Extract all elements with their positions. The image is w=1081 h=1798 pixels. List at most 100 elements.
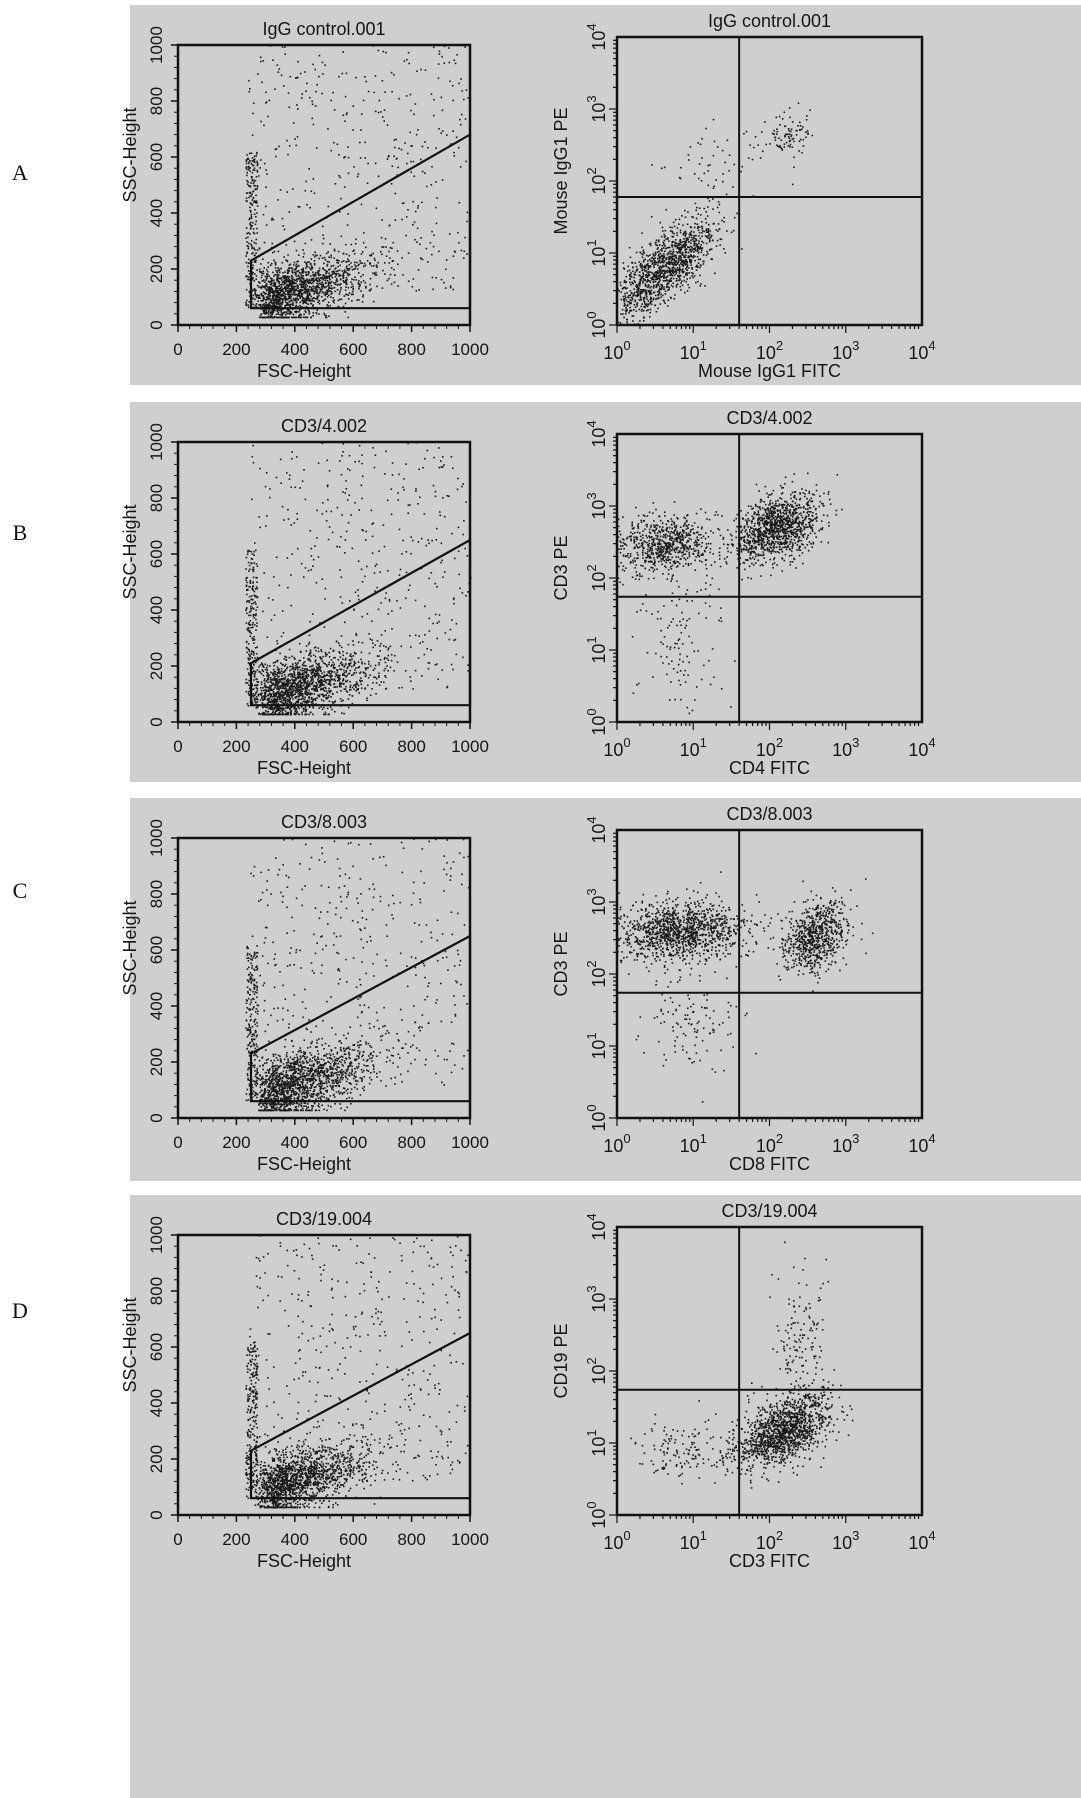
data-point — [449, 285, 452, 287]
data-point — [639, 251, 641, 254]
data-point — [275, 296, 277, 299]
data-point — [705, 221, 708, 224]
data-point — [623, 267, 625, 269]
data-point — [668, 261, 671, 264]
data-point — [687, 284, 689, 286]
data-point — [284, 699, 286, 701]
data-point — [286, 666, 289, 668]
data-point — [779, 124, 781, 126]
data-point — [366, 260, 369, 262]
data-point — [683, 256, 685, 259]
data-point — [326, 707, 329, 710]
data-point — [351, 300, 353, 302]
data-point — [650, 244, 652, 247]
data-point — [654, 261, 656, 263]
data-point — [345, 663, 347, 665]
data-point — [309, 651, 312, 653]
data-point — [297, 668, 299, 671]
data-point — [642, 249, 645, 252]
data-point — [783, 111, 786, 114]
data-point — [267, 713, 270, 716]
data-point — [309, 275, 312, 277]
data-point — [329, 684, 332, 686]
data-point — [314, 660, 317, 663]
data-point — [683, 262, 685, 265]
data-point — [286, 280, 288, 283]
data-point — [343, 669, 345, 672]
data-point — [263, 312, 266, 314]
data-point — [453, 59, 456, 62]
data-point — [278, 316, 281, 319]
data-point — [430, 184, 433, 186]
data-point — [277, 71, 280, 73]
data-point — [313, 293, 315, 295]
data-point — [686, 266, 688, 269]
data-point — [645, 291, 648, 294]
data-point — [293, 675, 296, 678]
data-point — [344, 289, 347, 291]
data-point — [647, 284, 650, 287]
data-point — [801, 151, 803, 154]
data-point — [247, 262, 250, 264]
data-point — [304, 301, 306, 304]
data-point — [634, 274, 637, 276]
data-point — [291, 272, 294, 274]
data-point — [274, 675, 276, 678]
data-point — [273, 285, 276, 287]
data-point — [649, 254, 651, 256]
data-point — [328, 277, 331, 279]
data-point — [649, 260, 652, 262]
data-point — [266, 667, 268, 669]
data-point — [273, 701, 276, 703]
data-point — [309, 300, 312, 302]
data-point — [266, 275, 268, 278]
data-point — [667, 299, 670, 302]
data-point — [301, 672, 304, 675]
data-point — [705, 229, 707, 231]
data-point — [776, 130, 779, 133]
data-point — [307, 643, 310, 646]
data-point — [302, 316, 305, 318]
data-point — [679, 250, 682, 252]
x-tick-label: 101 — [680, 338, 707, 363]
data-point — [653, 274, 656, 276]
data-point — [347, 258, 349, 260]
data-point — [276, 276, 279, 279]
data-point — [267, 266, 269, 268]
data-point — [336, 143, 339, 146]
data-point — [261, 285, 264, 287]
data-point — [258, 281, 260, 283]
data-point — [328, 694, 330, 697]
data-point — [276, 642, 279, 645]
data-point — [432, 288, 434, 291]
data-point — [643, 316, 645, 318]
data-point — [647, 300, 650, 302]
data-point — [728, 154, 731, 156]
data-point — [653, 263, 656, 265]
data-point — [289, 263, 292, 266]
data-point — [749, 144, 751, 146]
data-point — [294, 316, 296, 319]
data-point — [263, 685, 266, 688]
data-point — [262, 272, 265, 275]
data-point — [365, 287, 367, 289]
data-point — [289, 310, 292, 313]
data-point — [290, 303, 292, 306]
data-point — [302, 249, 304, 251]
data-point — [299, 686, 301, 689]
data-point — [295, 664, 297, 667]
data-point — [329, 674, 332, 677]
data-point — [724, 252, 726, 254]
data-point — [626, 287, 628, 289]
data-point — [249, 170, 251, 172]
data-point — [268, 290, 270, 293]
data-point — [662, 280, 665, 282]
data-point — [298, 698, 301, 701]
data-point — [290, 285, 292, 287]
data-point — [679, 274, 682, 277]
data-point — [249, 233, 251, 235]
data-point — [263, 267, 265, 269]
data-point — [313, 689, 316, 692]
data-point — [295, 288, 298, 291]
data-point — [360, 290, 362, 292]
